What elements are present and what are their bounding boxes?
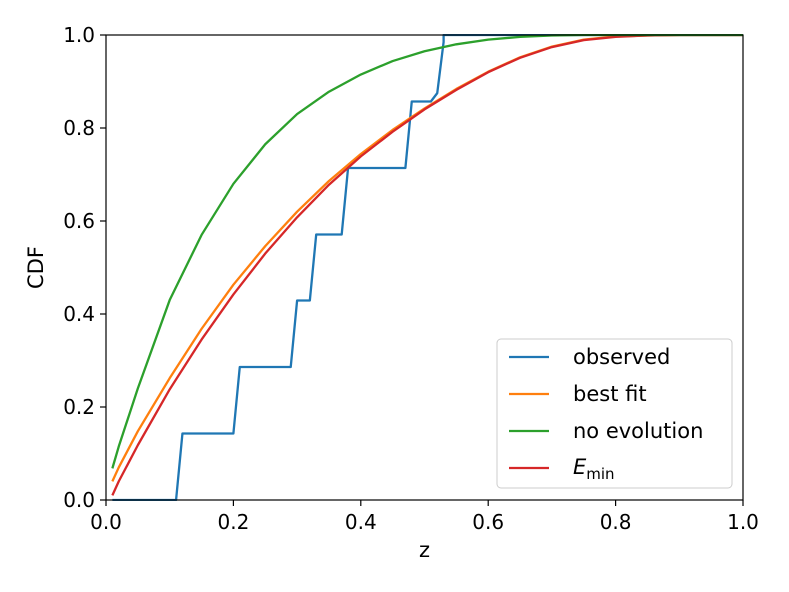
y-tick-label: 0.4 [63,302,95,326]
x-tick-label: 0.6 [472,510,504,534]
y-tick-label: 0.0 [63,488,95,512]
legend-label-no-evolution: no evolution [573,419,703,443]
y-tick-label: 1.0 [63,23,95,47]
legend: observed best fit no evolution Emin [496,338,733,489]
legend-box [496,338,733,489]
x-tick-label: 0.0 [90,510,122,534]
legend-label-best-fit: best fit [573,382,647,406]
y-tick-label: 0.2 [63,395,95,419]
y-tick-label: 0.8 [63,116,95,140]
legend-label-e-min-main: E [573,455,587,479]
legend-label-e-min-sub: min [586,465,614,483]
y-axis: 0.0 0.2 0.4 0.6 0.8 1.0 [63,23,106,512]
y-axis-label: CDF [24,246,48,289]
x-tick-label: 1.0 [727,510,759,534]
legend-label-observed: observed [573,345,670,369]
x-tick-label: 0.2 [217,510,249,534]
y-tick-label: 0.6 [63,209,95,233]
x-axis: 0.0 0.2 0.4 0.6 0.8 1.0 [90,500,759,534]
x-axis-label: z [419,538,430,562]
x-tick-label: 0.4 [345,510,377,534]
series-line-e-min [111,34,743,496]
legend-label-e-min: Emin [573,455,615,483]
plot-frame [105,34,744,501]
x-tick-label: 0.8 [600,510,632,534]
series-line-observed [112,34,743,501]
